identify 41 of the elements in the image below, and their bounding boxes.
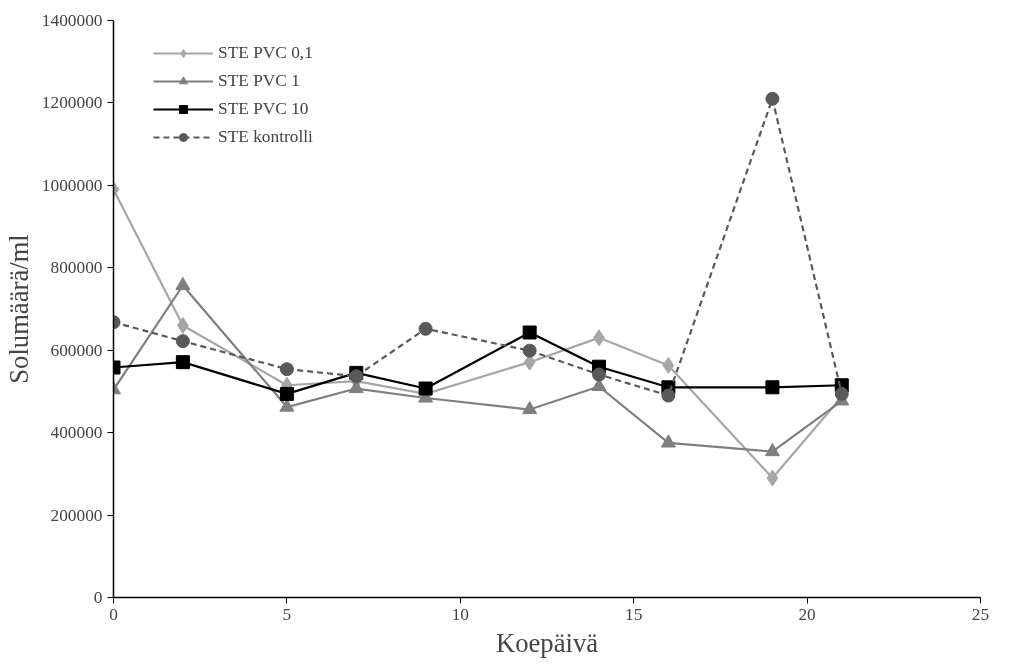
y-tick-label: 0 (93, 588, 103, 607)
point (175, 276, 191, 291)
y-tick-label: 400000 (50, 423, 103, 443)
point (660, 434, 676, 448)
x-tick-label: 20 (798, 604, 816, 624)
x-tick-label: 5 (282, 604, 292, 624)
x-tick-label: 25 (971, 604, 990, 624)
point (766, 469, 779, 487)
point (418, 381, 433, 396)
y-tick-label: 800000 (50, 258, 103, 278)
x-tick-label: 0 (109, 604, 118, 624)
point (279, 362, 294, 377)
point (175, 355, 190, 370)
legend-label: STE PVC 1 (218, 71, 300, 91)
y-tick-label: 1200000 (41, 93, 103, 113)
x-axis-title: Koepäivä (495, 627, 599, 658)
legend-label: STE kontrolli (218, 127, 313, 147)
point (522, 343, 537, 358)
x-tick-label: 15 (625, 604, 643, 624)
y-tick-label: 1000000 (41, 175, 103, 195)
point (661, 388, 676, 403)
point (522, 400, 538, 415)
y-tick-label: 600000 (50, 340, 103, 360)
x-tick-label: 10 (451, 604, 469, 624)
point (765, 380, 780, 395)
point (279, 398, 295, 412)
y-axis-title: Solumäärä/ml (3, 234, 34, 384)
point (279, 386, 294, 401)
point (662, 356, 675, 374)
point (175, 334, 190, 349)
point (764, 443, 780, 457)
point (418, 321, 433, 336)
legend-label: STE PVC 0,1 (218, 43, 313, 63)
point (592, 367, 607, 382)
y-tick-label: 200000 (50, 505, 103, 525)
y-tick-label: 1400000 (41, 11, 103, 30)
point (834, 386, 849, 401)
legend-label: STE PVC 10 (218, 99, 309, 119)
point (765, 91, 780, 106)
point (522, 325, 537, 340)
point (349, 369, 364, 384)
